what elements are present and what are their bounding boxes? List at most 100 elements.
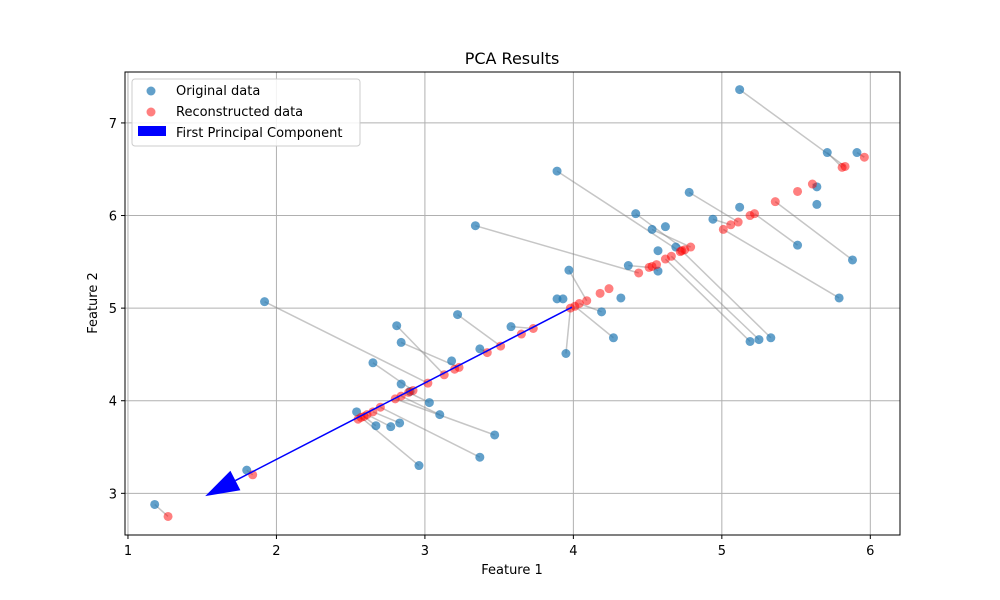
legend-marker-reconstructed bbox=[146, 107, 156, 117]
original-data-point bbox=[597, 307, 607, 317]
original-data-point bbox=[386, 422, 396, 432]
original-data-point bbox=[414, 461, 424, 471]
projection-line bbox=[556, 170, 681, 253]
x-tick-label: 5 bbox=[718, 544, 726, 559]
original-data-point bbox=[506, 322, 516, 332]
projection-line bbox=[264, 300, 429, 384]
original-data-point bbox=[475, 452, 485, 462]
legend-label-original: Original data bbox=[176, 84, 260, 99]
reconstructed-data-points bbox=[163, 152, 869, 521]
x-tick-label: 1 bbox=[124, 544, 132, 559]
original-data-point bbox=[812, 199, 822, 209]
original-data-point bbox=[424, 398, 434, 408]
projection-line bbox=[475, 224, 639, 274]
projection-line bbox=[670, 255, 760, 341]
original-data-point bbox=[735, 85, 745, 95]
plot-frame bbox=[124, 71, 901, 536]
projection-line bbox=[457, 314, 502, 347]
original-data-point bbox=[653, 246, 663, 256]
original-data-point bbox=[396, 379, 406, 389]
reconstructed-data-point bbox=[733, 217, 743, 227]
original-data-point bbox=[453, 310, 463, 320]
axis-ticks: 1 2 3 4 5 6 3 4 5 6 7 bbox=[109, 117, 875, 559]
projection-line bbox=[360, 416, 420, 467]
reconstructed-data-point bbox=[859, 152, 869, 162]
projection-line bbox=[664, 258, 751, 343]
principal-component-arrowhead bbox=[205, 470, 241, 497]
original-data-point bbox=[396, 337, 406, 347]
projection-line bbox=[400, 395, 441, 416]
projection-line bbox=[681, 250, 772, 339]
reconstructed-data-point bbox=[745, 211, 755, 221]
projection-line bbox=[372, 362, 414, 392]
reconstructed-data-point bbox=[634, 268, 644, 278]
reconstructed-data-point bbox=[595, 288, 605, 298]
projection-line bbox=[651, 228, 691, 248]
projection-line bbox=[394, 398, 495, 436]
principal-component-shaft bbox=[235, 306, 573, 482]
reconstructed-data-point bbox=[807, 179, 817, 189]
original-data-point bbox=[564, 265, 574, 275]
original-data-point bbox=[684, 187, 694, 197]
y-tick-label: 5 bbox=[109, 302, 117, 317]
original-data-point bbox=[371, 421, 381, 431]
projection-line bbox=[565, 308, 572, 354]
original-data-point bbox=[561, 349, 571, 359]
principal-component-arrow bbox=[205, 306, 573, 497]
original-data-point bbox=[793, 240, 803, 250]
reconstructed-data-point bbox=[496, 341, 506, 351]
x-tick-label: 3 bbox=[421, 544, 429, 559]
reconstructed-data-point bbox=[793, 186, 803, 196]
y-tick-label: 3 bbox=[109, 487, 117, 502]
original-data-point bbox=[766, 333, 776, 343]
x-tick-label: 4 bbox=[569, 544, 577, 559]
original-data-point bbox=[490, 430, 500, 440]
original-data-point bbox=[847, 255, 857, 265]
legend-marker-original bbox=[146, 86, 156, 96]
chart-title: PCA Results bbox=[465, 49, 560, 68]
x-tick-label: 2 bbox=[272, 544, 280, 559]
reconstructed-data-point bbox=[677, 246, 687, 256]
legend-label-reconstructed: Reconstructed data bbox=[176, 105, 303, 120]
legend-marker-principal-component bbox=[138, 126, 166, 136]
original-data-point bbox=[852, 148, 862, 158]
reconstructed-data-point bbox=[604, 284, 614, 294]
x-axis-label: Feature 1 bbox=[481, 563, 543, 578]
original-data-point bbox=[558, 294, 568, 304]
original-data-point bbox=[623, 261, 633, 271]
projection-line bbox=[372, 411, 400, 424]
reconstructed-data-point bbox=[660, 254, 670, 264]
projection-line bbox=[722, 228, 840, 299]
y-axis-label: Feature 2 bbox=[86, 272, 101, 334]
original-data-point bbox=[660, 222, 670, 232]
original-data-point bbox=[395, 418, 405, 428]
original-data-point bbox=[368, 358, 378, 368]
reconstructed-data-point bbox=[770, 197, 780, 207]
legend-box bbox=[131, 78, 361, 147]
projection-line bbox=[396, 325, 445, 376]
original-data-point bbox=[435, 410, 445, 420]
original-data-point bbox=[608, 333, 618, 343]
original-data-point bbox=[616, 293, 626, 303]
projection-line bbox=[574, 305, 614, 339]
reconstructed-data-point bbox=[644, 262, 654, 272]
reconstructed-data-point bbox=[718, 224, 728, 234]
original-data-point bbox=[470, 221, 480, 231]
x-tick-label: 6 bbox=[866, 544, 874, 559]
original-data-point bbox=[735, 202, 745, 212]
reconstructed-data-point bbox=[837, 162, 847, 172]
original-data-point bbox=[822, 148, 832, 158]
original-data-point bbox=[392, 321, 402, 331]
original-data-point bbox=[745, 336, 755, 346]
original-data-point bbox=[150, 499, 160, 509]
original-data-point bbox=[647, 224, 657, 234]
y-tick-label: 4 bbox=[109, 395, 117, 410]
projection-line bbox=[688, 191, 739, 223]
original-data-point bbox=[447, 356, 457, 366]
projection-line bbox=[774, 201, 853, 261]
projection-line bbox=[568, 269, 588, 302]
projection-line bbox=[754, 213, 799, 246]
legend: Original data Reconstructed data First P… bbox=[131, 78, 361, 147]
legend-label-principal-component: First Principal Component bbox=[176, 126, 343, 141]
